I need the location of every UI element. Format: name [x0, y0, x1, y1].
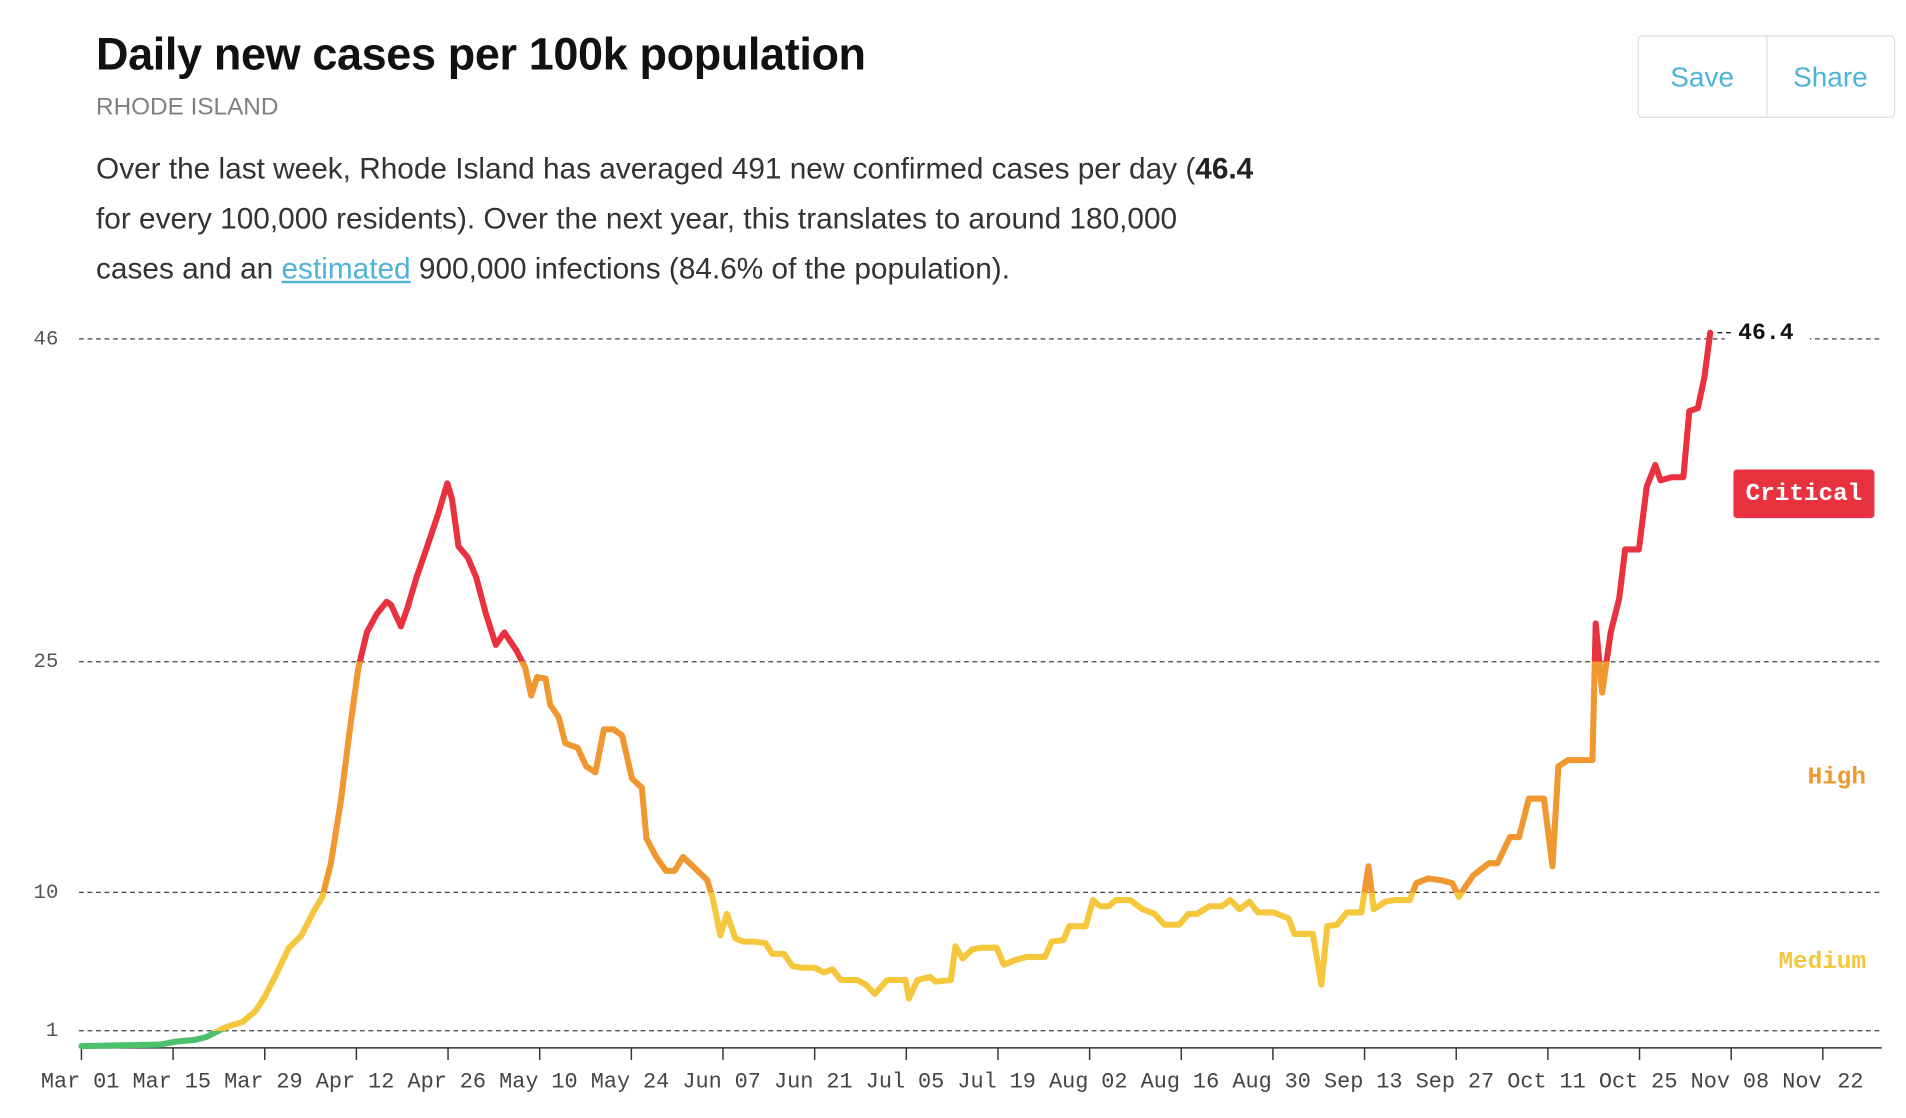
x-tick-label: 05 Jul: [918, 1070, 997, 1095]
y-tick-label: 10: [34, 882, 59, 905]
x-tick-label: 27 Oct: [1468, 1070, 1547, 1095]
x-tick-label: 01 Mar: [93, 1070, 172, 1095]
x-tick-label: 11 Oct: [1560, 1070, 1639, 1095]
x-tick-label: 30 Sep: [1285, 1070, 1364, 1095]
x-tick-label: Mar: [41, 1070, 80, 1095]
zone-badge: [1733, 469, 1875, 519]
x-tick-label: 19 Aug: [1010, 1070, 1089, 1095]
x-tick-label: 10 May: [551, 1070, 630, 1095]
x-tick-label: 13 Sep: [1376, 1070, 1455, 1095]
x-tick-label: 25 Nov: [1651, 1070, 1730, 1095]
x-tick-label: 02 Aug: [1101, 1070, 1180, 1095]
y-tick-label: 1: [46, 1020, 58, 1043]
x-tick-label: 12 Apr: [368, 1070, 447, 1095]
y-tick-label: 25: [34, 651, 59, 674]
x-tick-label: 07 Jun: [735, 1070, 814, 1095]
end-value-label: 46.4: [1738, 320, 1794, 346]
title: Daily new cases per 100k population: [96, 29, 866, 80]
case-line: [78, 329, 1714, 1050]
x-tick-label: 15 Mar: [185, 1070, 264, 1095]
zone-label: Critical: [1746, 481, 1863, 508]
end-label-bg: [1724, 318, 1810, 348]
zone-label: Medium: [1778, 949, 1865, 976]
summary-text: 900,000 infections (84.6% of the populat…: [410, 252, 1010, 286]
share-button[interactable]: Share: [1765, 36, 1894, 117]
estimated-link[interactable]: estimated: [281, 252, 411, 286]
x-tick-label: 16 Aug: [1193, 1070, 1272, 1095]
x-tick-label: 29 Apr: [276, 1070, 355, 1095]
save-button[interactable]: Save: [1670, 60, 1735, 92]
summary-rate: 46.4: [1195, 153, 1254, 186]
summary: Over the last week, Rhode Island has ave…: [96, 145, 1263, 295]
x-tick-label: 24 Jun: [643, 1070, 722, 1095]
x-tick-label: 22: [1837, 1070, 1863, 1095]
summary-text: for every 100,000 residents). Over the n…: [96, 203, 1178, 286]
x-tick-label: 08 Nov: [1743, 1070, 1822, 1095]
subtitle: RHODE ISLAND: [96, 93, 279, 121]
x-tick-label: 21 Jul: [826, 1070, 905, 1095]
x-tick-label: 26 May: [460, 1070, 539, 1095]
summary-text: Over the last week, Rhode Island has ave…: [96, 153, 1196, 186]
zone-label: High: [1808, 764, 1866, 791]
y-tick-label: 46: [34, 328, 59, 351]
button-group: Save Share: [1637, 35, 1896, 118]
